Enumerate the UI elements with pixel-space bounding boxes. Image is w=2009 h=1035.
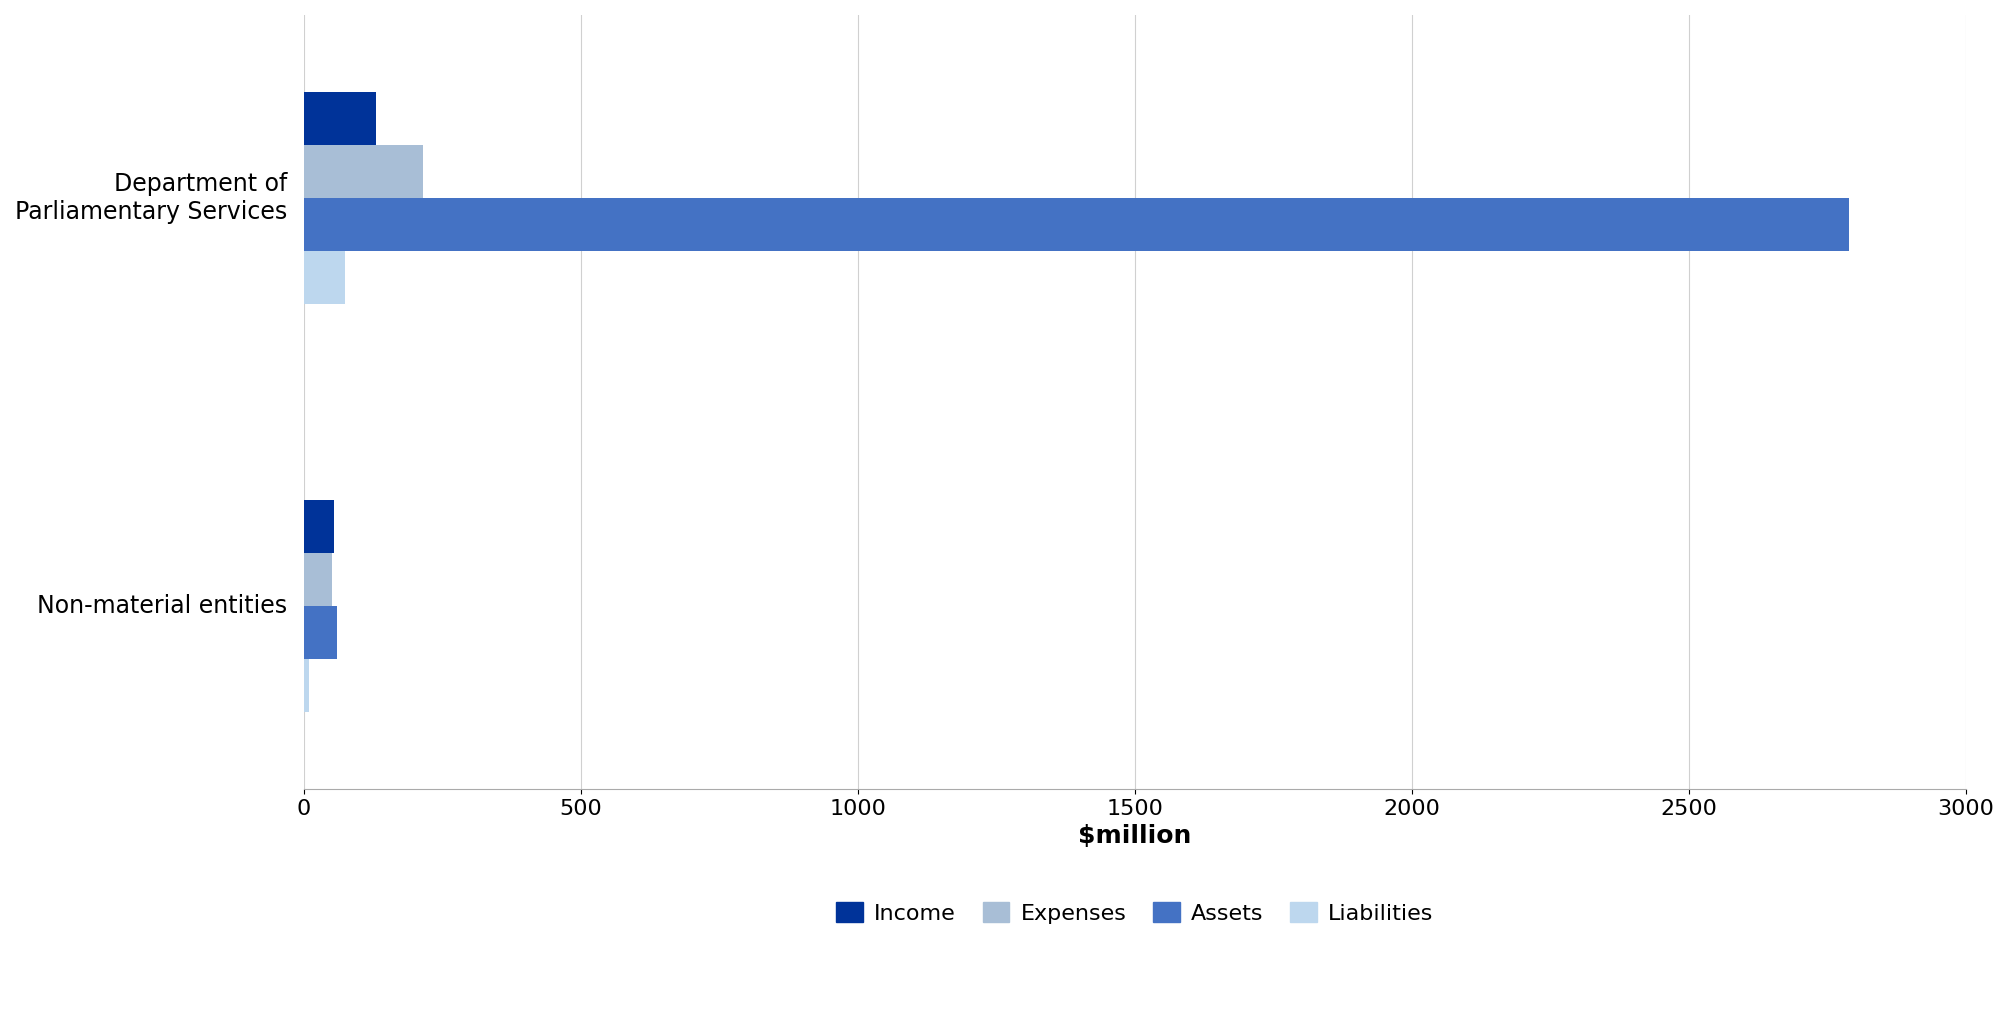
Legend: Income, Expenses, Assets, Liabilities: Income, Expenses, Assets, Liabilities <box>828 893 1442 933</box>
Bar <box>303 500 333 553</box>
Bar <box>303 658 309 711</box>
Bar <box>303 553 331 605</box>
Bar <box>303 605 338 658</box>
Bar <box>303 199 1848 252</box>
Bar <box>303 252 346 304</box>
Bar <box>303 92 376 145</box>
X-axis label: $million: $million <box>1079 824 1191 849</box>
Bar <box>303 145 424 199</box>
